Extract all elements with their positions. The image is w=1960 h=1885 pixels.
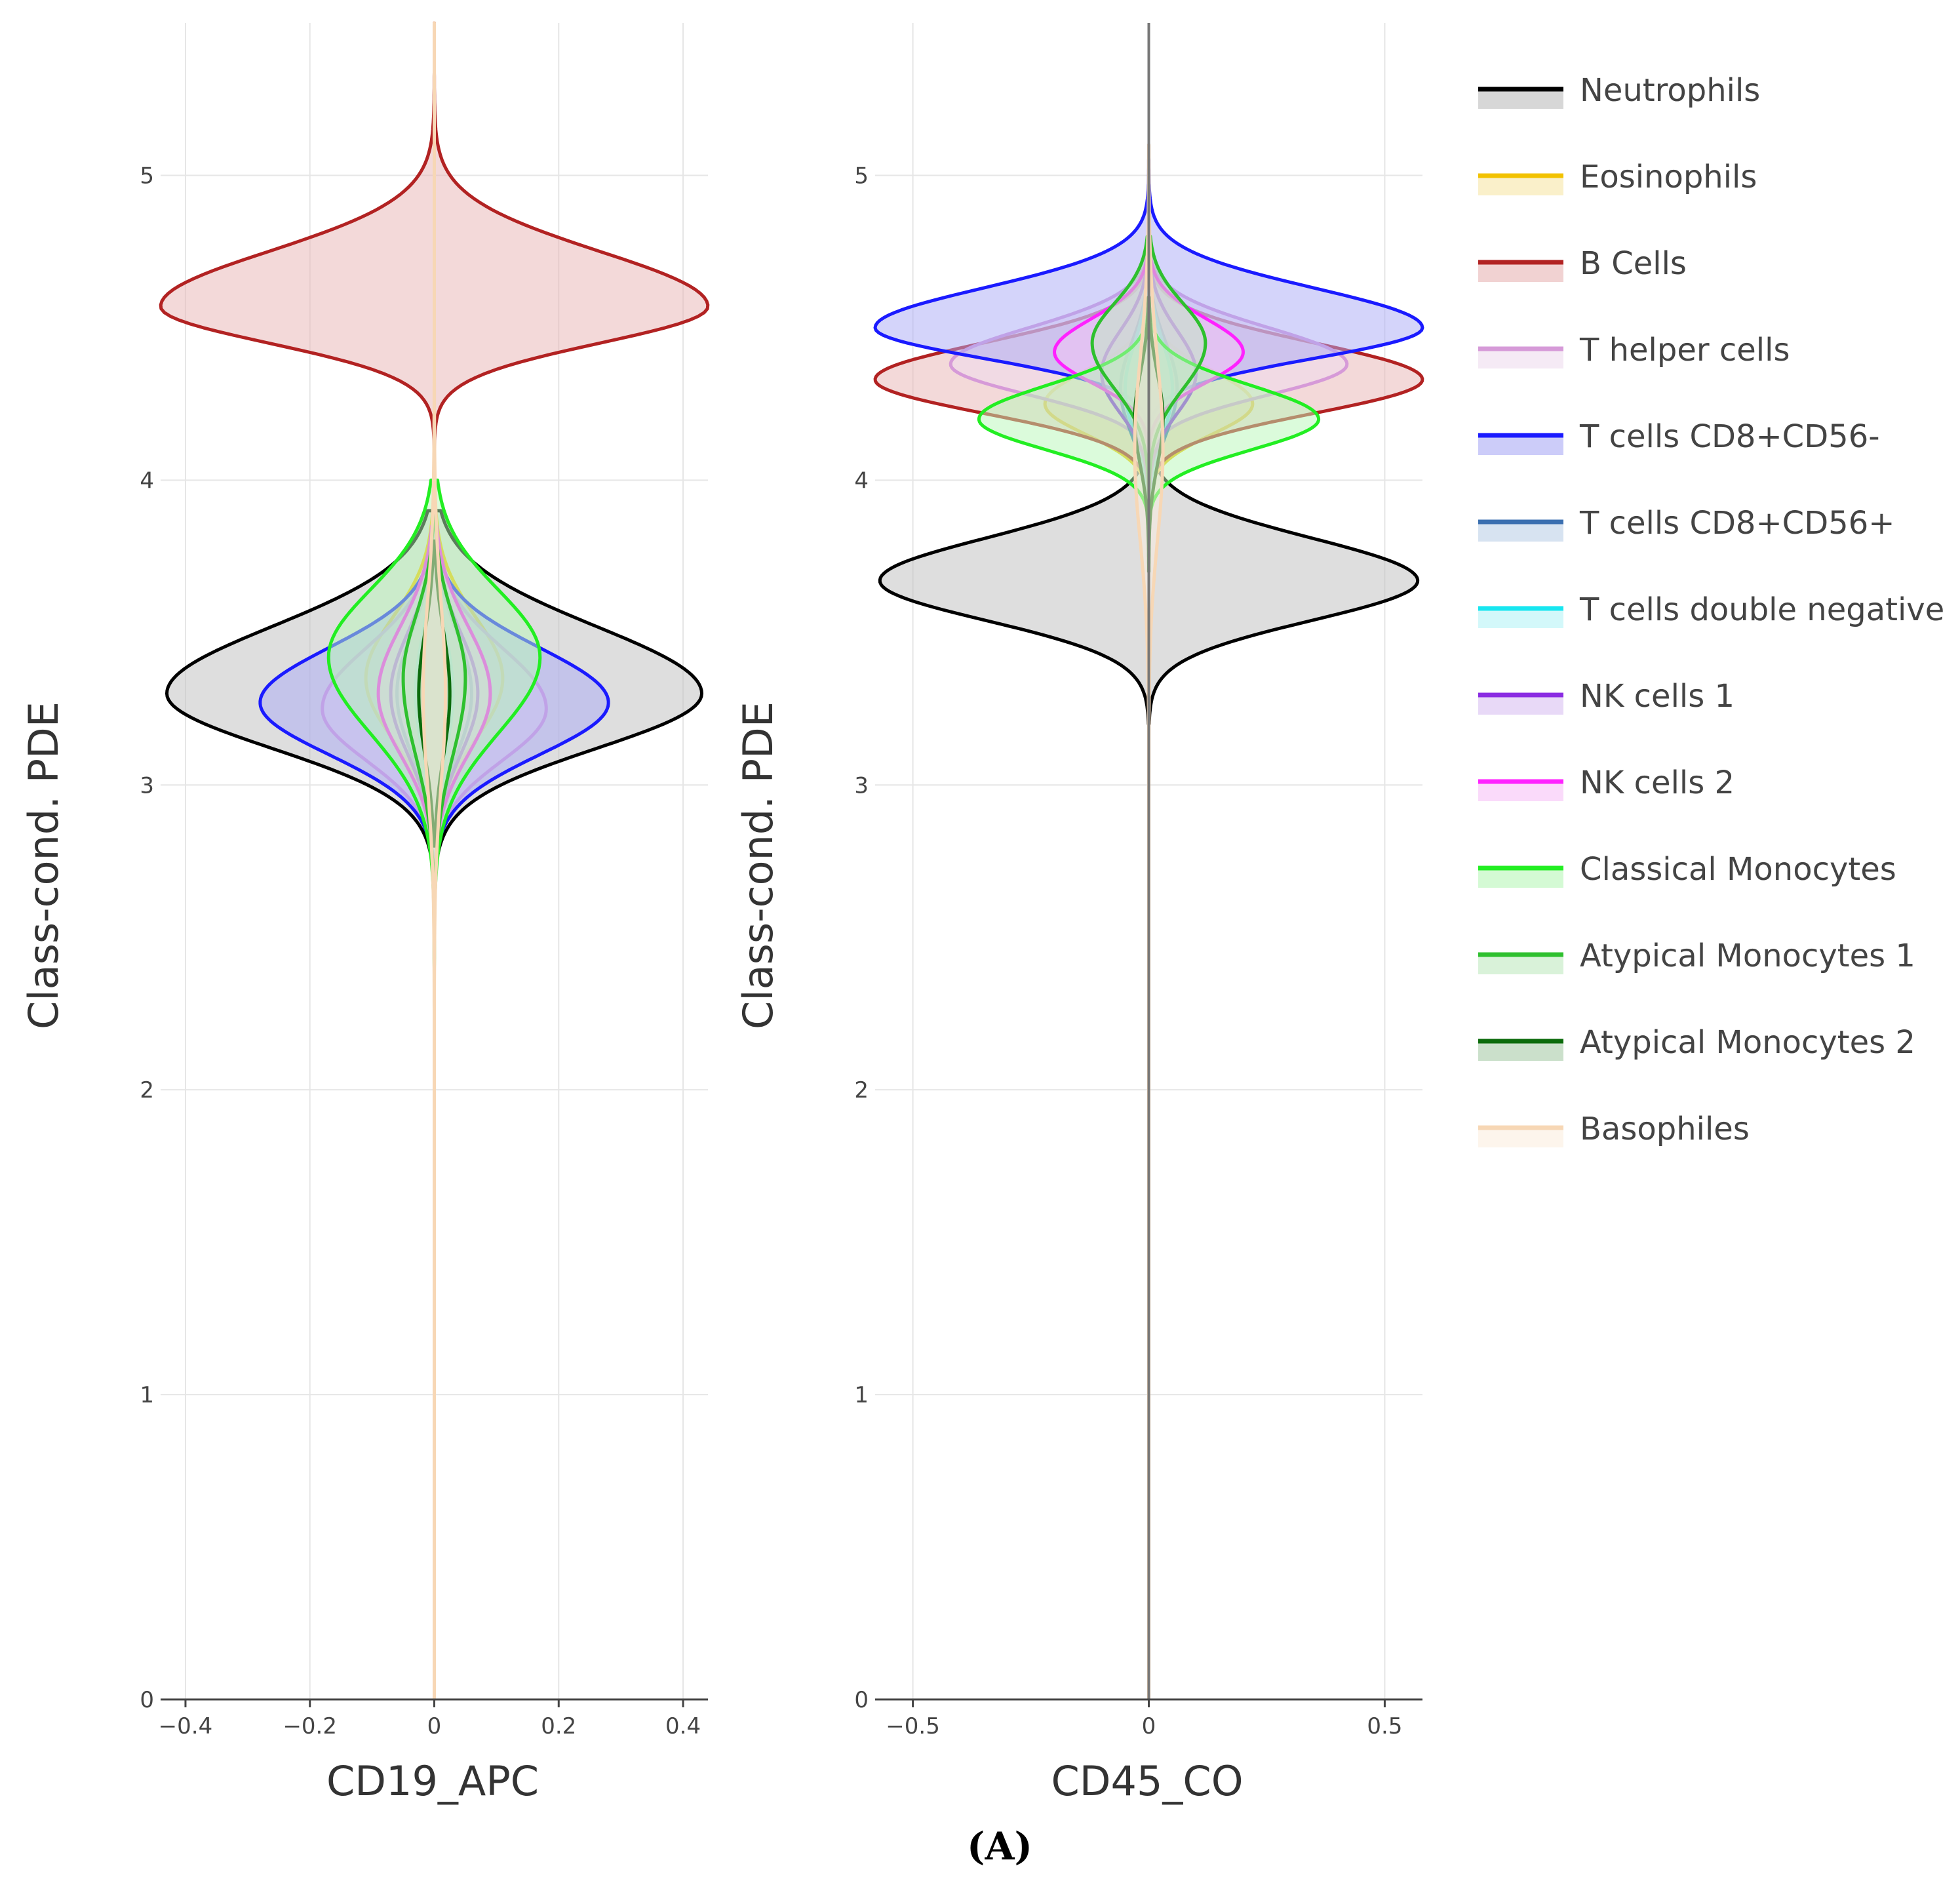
panel-1-x-tick-label: −0.2 [283, 1713, 337, 1739]
legend-swatch-fill [1478, 696, 1563, 715]
panel-2-y-ticks: 0 1 2 3 4 5 [854, 163, 869, 1713]
panel-1-y-tick-label: 4 [140, 467, 154, 494]
panel-2-y-axis-title: Class-cond. PDE [734, 702, 782, 1029]
panel-cd45-co: −0.5 0 0.5 0 1 2 3 4 5 CD45_CO Class-cond. PDE [734, 23, 1424, 1805]
legend: Neutrophils Eosinophils B Cells T helper ce… [1478, 72, 1944, 1147]
legend-label: T cells double negative [1579, 591, 1944, 628]
legend-item-basophiles: Basophiles [1478, 1111, 1750, 1147]
panel-1-y-tick-label: 5 [140, 163, 154, 189]
figure-caption: (A) [967, 1824, 1032, 1869]
legend-swatch-fill [1478, 437, 1563, 455]
legend-item-b-cells: B Cells [1478, 245, 1687, 282]
legend-item-t-cells-cd8-cd56: T cells CD8+CD56- [1478, 418, 1880, 455]
panel-2-x-tick-label: 0.5 [1367, 1713, 1402, 1739]
legend-item-nk-cells-2: NK cells 2 [1478, 764, 1735, 801]
legend-label: Atypical Monocytes 1 [1580, 938, 1915, 974]
legend-label: T cells CD8+CD56+ [1579, 505, 1894, 542]
legend-label: Neutrophils [1580, 72, 1760, 109]
legend-item-eosinophils: Eosinophils [1478, 159, 1757, 195]
panel-cd19-apc: −0.4 −0.2 0 0.2 0.4 0 1 2 3 4 5 CD19_APC Class-co… [20, 21, 710, 1805]
legend-swatch-fill [1478, 610, 1563, 628]
panel-1-x-tick-label: −0.4 [159, 1713, 213, 1739]
panel-2-x-tick-label: 0 [1142, 1713, 1156, 1739]
legend-item-nk-cells-1: NK cells 1 [1478, 678, 1735, 715]
legend-label: T helper cells [1579, 332, 1790, 368]
panel-1-y-tick-label: 0 [140, 1687, 154, 1713]
legend-item-atypical-monocytes-2: Atypical Monocytes 2 [1478, 1024, 1915, 1061]
legend-label: NK cells 1 [1580, 678, 1735, 715]
panel-1-violin-basophiles [421, 21, 448, 1701]
legend-label: Atypical Monocytes 2 [1580, 1024, 1915, 1061]
panel-1-y-tick-label: 1 [140, 1382, 154, 1408]
panel-2-y-tick-label: 1 [854, 1382, 869, 1408]
legend-item-atypical-monocytes-1: Atypical Monocytes 1 [1478, 938, 1915, 974]
panel-2-x-ticks: −0.5 0 0.5 [886, 1699, 1402, 1739]
panel-2-y-tick-label: 2 [854, 1077, 869, 1103]
legend-swatch-fill [1478, 1042, 1563, 1061]
panel-1-y-axis-title: Class-cond. PDE [20, 702, 68, 1029]
legend-item-t-helper-cells: T helper cells [1478, 332, 1790, 368]
panel-1-y-tick-label: 3 [140, 772, 154, 799]
panel-2-y-tick-label: 4 [854, 467, 869, 494]
legend-label: T cells CD8+CD56- [1579, 418, 1880, 455]
legend-label: B Cells [1580, 245, 1687, 282]
panel-1-x-tick-label: 0.4 [665, 1713, 701, 1739]
legend-swatch-fill [1478, 783, 1563, 801]
panel-2-grid [875, 23, 1422, 1700]
panel-2-y-tick-label: 5 [854, 163, 869, 189]
legend-swatch-fill [1478, 1129, 1563, 1147]
legend-swatch-fill [1478, 523, 1563, 542]
legend-label: Basophiles [1580, 1111, 1750, 1147]
legend-swatch-fill [1478, 350, 1563, 368]
legend-item-neutrophils: Neutrophils [1478, 72, 1760, 109]
panel-1-x-ticks: −0.4 −0.2 0 0.2 0.4 [159, 1699, 701, 1739]
panel-1-x-tick-label: 0.2 [541, 1713, 576, 1739]
legend-swatch-fill [1478, 264, 1563, 282]
legend-swatch-fill [1478, 177, 1563, 195]
legend-item-t-cells-double-negative: T cells double negative [1478, 591, 1944, 628]
legend-swatch-fill [1478, 869, 1563, 888]
legend-swatch-fill [1478, 956, 1563, 974]
legend-item-t-cells-cd8-cd56: T cells CD8+CD56+ [1478, 505, 1894, 542]
legend-item-classical-monocytes: Classical Monocytes [1478, 851, 1896, 888]
panel-2-y-tick-label: 0 [854, 1687, 869, 1713]
panel-2-x-tick-label: −0.5 [886, 1713, 940, 1739]
panel-1-violins [159, 21, 710, 1701]
panel-2-x-axis-title: CD45_CO [1051, 1757, 1243, 1805]
legend-label: Eosinophils [1580, 159, 1757, 195]
legend-label: NK cells 2 [1580, 764, 1735, 801]
panel-1-x-tick-label: 0 [427, 1713, 442, 1739]
panel-2-y-tick-label: 3 [854, 772, 869, 799]
panel-1-x-axis-title: CD19_APC [326, 1757, 539, 1805]
panel-1-y-tick-label: 2 [140, 1077, 154, 1103]
legend-label: Classical Monocytes [1580, 851, 1896, 888]
legend-swatch-fill [1478, 90, 1563, 109]
panel-1-y-ticks: 0 1 2 3 4 5 [140, 163, 154, 1713]
